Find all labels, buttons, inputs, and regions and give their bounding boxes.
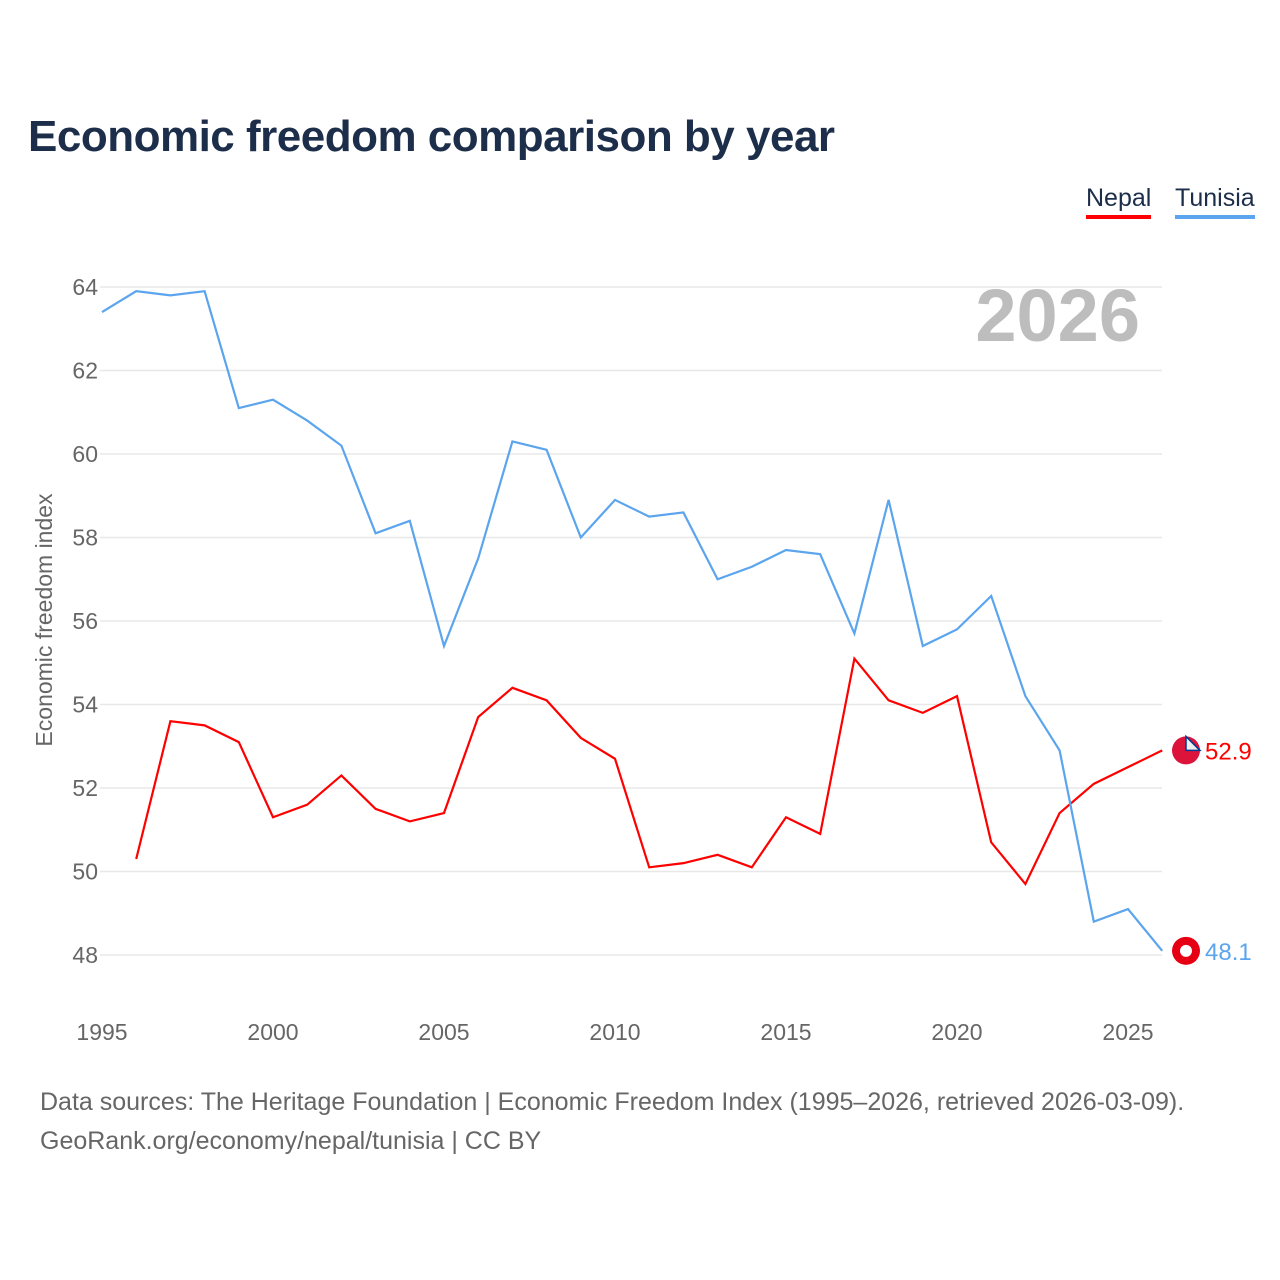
legend-nepal[interactable]: Nepal xyxy=(1086,184,1152,219)
series-line-nepal xyxy=(135,656,1163,887)
y-tick-label: 56 xyxy=(72,608,98,634)
legend-tunisia[interactable]: Tunisia xyxy=(1175,184,1255,219)
end-label-tunisia: 48.1 xyxy=(1205,939,1252,966)
flag-nepal-detail-icon xyxy=(1185,734,1202,752)
x-tick-label: 2020 xyxy=(931,1019,982,1045)
flag-tunisia-crescent-icon xyxy=(1180,944,1192,957)
y-tick-label: 64 xyxy=(72,274,98,300)
y-tick-label: 58 xyxy=(72,525,98,551)
year-watermark: 2026 xyxy=(975,274,1140,357)
y-tick-label: 48 xyxy=(72,942,98,968)
x-tick-label: 2005 xyxy=(418,1019,469,1045)
y-tick-label: 60 xyxy=(72,441,98,467)
footer-credit: GeoRank.org/economy/nepal/tunisia | CC B… xyxy=(40,1127,542,1155)
chart-title: Economic freedom comparison by year xyxy=(28,112,835,161)
x-tick-label: 2000 xyxy=(247,1019,298,1045)
footer-sources: Data sources: The Heritage Foundation | … xyxy=(40,1088,1185,1116)
series-line-tunisia xyxy=(101,289,1164,952)
x-tick-label: 2025 xyxy=(1102,1019,1153,1045)
x-tick-label: 2015 xyxy=(760,1019,811,1045)
y-tick-label: 62 xyxy=(72,358,98,384)
x-tick-label: 1995 xyxy=(76,1019,127,1045)
y-tick-label: 54 xyxy=(72,692,98,718)
y-axis-label: Economic freedom index xyxy=(31,493,57,747)
y-tick-label: 52 xyxy=(72,775,98,801)
y-tick-label: 50 xyxy=(72,859,98,885)
x-tick-label: 2010 xyxy=(589,1019,640,1045)
end-label-nepal: 52.9 xyxy=(1205,738,1252,765)
